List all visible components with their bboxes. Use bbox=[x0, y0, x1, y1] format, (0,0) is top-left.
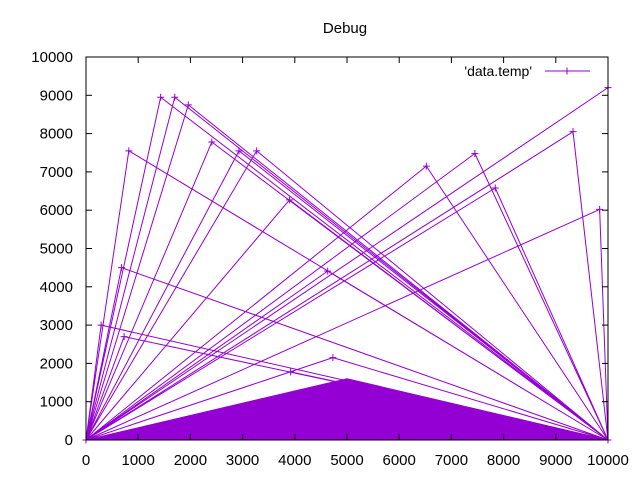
y-tick-label: 1000 bbox=[40, 394, 73, 411]
data-point-marker bbox=[97, 321, 105, 329]
y-tick-label: 2000 bbox=[40, 355, 73, 372]
y-tick-label: 10000 bbox=[31, 49, 73, 66]
axes: 0 1000 2000 3000 4000 5000 6000 7000 8000 9000 100… bbox=[31, 49, 629, 469]
data-point-marker bbox=[171, 93, 179, 101]
data-point-marker bbox=[117, 264, 125, 272]
data-point-marker bbox=[120, 333, 128, 341]
data-point-marker bbox=[287, 368, 295, 376]
data-point-marker bbox=[286, 196, 294, 204]
data-point-marker bbox=[329, 354, 337, 362]
y-tick-label: 5000 bbox=[40, 241, 73, 258]
x-tick-label: 9000 bbox=[539, 452, 572, 469]
legend-marker bbox=[563, 67, 571, 75]
x-tick-label: 10000 bbox=[587, 452, 629, 469]
data-point-marker bbox=[324, 267, 332, 275]
x-tick-label: 2000 bbox=[174, 452, 207, 469]
data-point-marker bbox=[208, 138, 216, 146]
x-tick-label: 4000 bbox=[278, 452, 311, 469]
x-tick-label: 6000 bbox=[383, 452, 416, 469]
x-tick-label: 8000 bbox=[487, 452, 520, 469]
data-point-marker bbox=[157, 93, 165, 101]
data-point-marker bbox=[253, 147, 261, 155]
x-tick-label: 3000 bbox=[226, 452, 259, 469]
x-tick-label: 0 bbox=[82, 452, 90, 469]
x-tick-label: 1000 bbox=[122, 452, 155, 469]
y-tick-label: 8000 bbox=[40, 126, 73, 143]
y-tick-label: 3000 bbox=[40, 317, 73, 334]
data-point-marker bbox=[471, 150, 479, 158]
y-tick-label: 6000 bbox=[40, 202, 73, 219]
data-point-marker bbox=[125, 147, 133, 155]
x-tick-label: 7000 bbox=[435, 452, 468, 469]
legend: 'data.temp' bbox=[464, 63, 590, 79]
data-point-marker bbox=[184, 101, 192, 109]
y-tick-label: 9000 bbox=[40, 87, 73, 104]
y-tick-label: 4000 bbox=[40, 279, 73, 296]
data-point-marker bbox=[569, 128, 577, 136]
data-point-marker bbox=[596, 205, 604, 213]
y-tick-label: 7000 bbox=[40, 164, 73, 181]
legend-label: 'data.temp' bbox=[464, 63, 532, 79]
data-point-marker bbox=[422, 162, 430, 170]
chart-title: Debug bbox=[323, 20, 367, 37]
y-tick-label: 0 bbox=[65, 432, 73, 449]
x-tick-label: 5000 bbox=[330, 452, 363, 469]
data-point-marker bbox=[491, 184, 499, 192]
data-point-marker bbox=[235, 147, 243, 155]
